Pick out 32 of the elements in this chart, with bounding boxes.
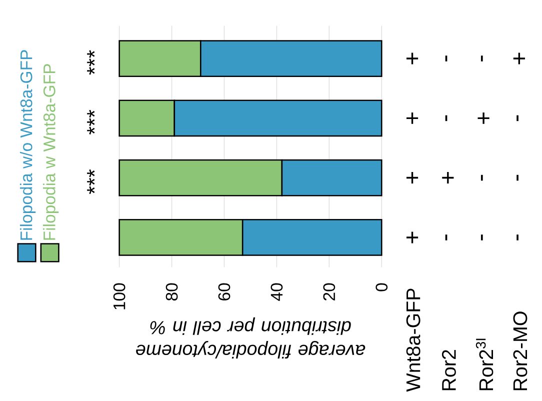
- text: Wnt8a-GFP: [406, 288, 420, 392]
- text: -: [480, 174, 483, 181]
- text: +: [513, 52, 525, 64]
- text: -: [516, 234, 518, 240]
- text: +: [406, 112, 418, 124]
- x-tick-label: 60: [218, 283, 230, 300]
- text: Filopodia w Wnt8a-GFP: [43, 64, 59, 240]
- x-tick-label: 40: [270, 283, 283, 301]
- text: Ror2: [442, 350, 456, 390]
- text: -: [445, 115, 448, 122]
- text: -: [516, 115, 518, 122]
- text: Ror2$^{3I}$: [476, 338, 494, 390]
- x-tick-label: 80: [166, 283, 178, 301]
- x-tick-label: 0: [376, 283, 388, 292]
- text: +: [406, 52, 418, 64]
- text: ***: [87, 50, 95, 75]
- text: -: [480, 234, 483, 240]
- text: +: [478, 112, 490, 124]
- text: Ror2-MO: [513, 312, 528, 390]
- text: ***: [87, 110, 95, 134]
- text: Filopodia w/o Wnt8a-GFP: [20, 50, 36, 240]
- text: -: [480, 56, 483, 62]
- text: -: [516, 174, 518, 181]
- text: +: [406, 232, 418, 244]
- text: +: [442, 172, 454, 184]
- text: -: [445, 234, 448, 240]
- x-axis-title: average filopodia/cytoneme distribution per cell in %: [136, 317, 366, 359]
- x-tick-label: 20: [323, 283, 336, 300]
- x-tick-label: 100: [113, 283, 126, 310]
- text: -: [445, 56, 448, 62]
- text: ***: [87, 169, 95, 194]
- text: +: [406, 172, 418, 184]
